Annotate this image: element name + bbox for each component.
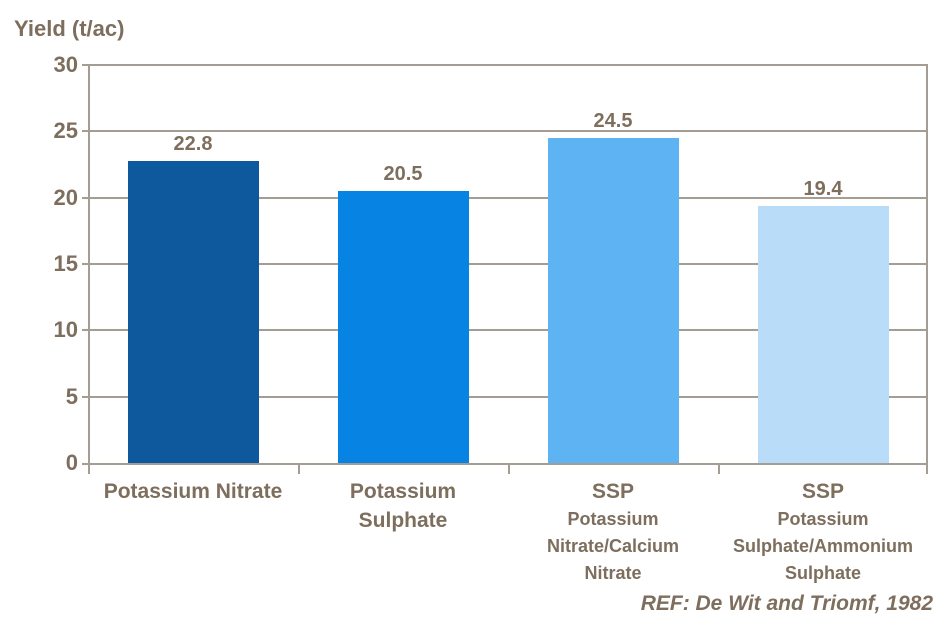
gridline-5 bbox=[82, 395, 928, 398]
gridline-15 bbox=[82, 263, 928, 265]
bar-value-label-3: 24.5 bbox=[593, 109, 633, 132]
y-tick-label-30: 30 bbox=[53, 52, 78, 77]
gridline-20 bbox=[82, 196, 928, 199]
x-axis-tick bbox=[508, 465, 510, 474]
category-label-line: Nitrate bbox=[584, 563, 642, 583]
plot-right-border bbox=[926, 65, 928, 463]
x-axis-tick bbox=[718, 465, 720, 474]
category-label-line: Potassium bbox=[777, 509, 869, 529]
category-label-line: Sulphate bbox=[358, 509, 448, 532]
gridline-25 bbox=[82, 130, 928, 133]
y-tick-label-5: 5 bbox=[65, 383, 78, 409]
x-axis-line bbox=[82, 463, 928, 465]
bar-3 bbox=[547, 137, 679, 463]
category-label-3: SSP Potassium Nitrate/Calcium Nitrate bbox=[508, 477, 718, 587]
y-tick-label-20: 20 bbox=[53, 184, 78, 210]
gridline-10 bbox=[82, 329, 928, 332]
bar-value-label-2: 20.5 bbox=[383, 163, 423, 186]
bar-value-label-4: 19.4 bbox=[803, 177, 843, 200]
bar-1 bbox=[127, 160, 259, 463]
x-axis-tick bbox=[298, 465, 300, 474]
category-label-line: Sulphate bbox=[784, 563, 861, 583]
category-label-4: SSP Potassium Sulphate/Ammonium Sulphate bbox=[718, 477, 928, 587]
category-label-2: Potassium Sulphate bbox=[298, 477, 508, 535]
x-axis-tick bbox=[88, 465, 90, 474]
y-tick-label-15: 15 bbox=[53, 251, 78, 276]
y-axis-line bbox=[88, 65, 90, 463]
x-axis-tick bbox=[926, 465, 928, 474]
bar-2 bbox=[337, 191, 469, 463]
plot-area: 22.8 20.5 24.5 19.4 bbox=[82, 64, 928, 474]
category-label-line: Potassium bbox=[567, 509, 659, 529]
category-label-line: SSP bbox=[801, 480, 845, 503]
category-label-line: Sulphate/Ammonium bbox=[732, 536, 913, 556]
gridline-30 bbox=[82, 64, 928, 66]
yield-axis-title: Yield (t/ac) bbox=[14, 16, 125, 41]
category-label-line: Nitrate/Calcium bbox=[546, 536, 680, 556]
y-tick-label-25: 25 bbox=[53, 118, 78, 144]
reference-note: REF: De Wit and Triomf, 1982 bbox=[640, 592, 933, 615]
category-label-1: Potassium Nitrate bbox=[88, 477, 298, 506]
category-label-line: Potassium Nitrate bbox=[103, 480, 283, 503]
y-tick-label-10: 10 bbox=[53, 317, 78, 343]
bar-4 bbox=[757, 205, 889, 463]
bar-value-label-1: 22.8 bbox=[173, 132, 213, 155]
category-label-line: Potassium bbox=[349, 480, 457, 503]
y-tick-label-0: 0 bbox=[65, 450, 78, 475]
category-label-line: SSP bbox=[591, 480, 635, 503]
